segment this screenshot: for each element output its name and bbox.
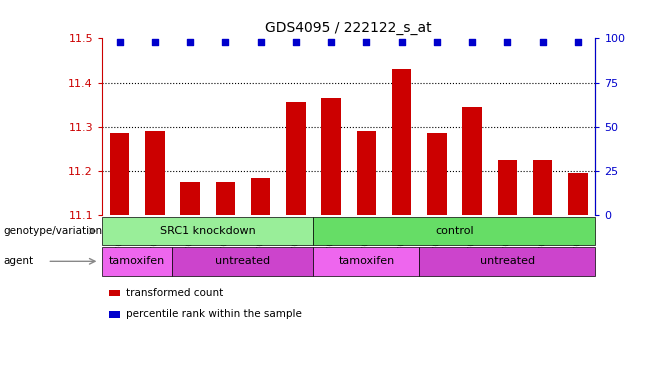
Bar bbox=[497, 160, 517, 215]
Bar bbox=[533, 160, 552, 215]
Bar bbox=[357, 131, 376, 215]
Bar bbox=[286, 103, 305, 215]
Text: genotype/variation: genotype/variation bbox=[3, 226, 103, 236]
Bar bbox=[568, 173, 588, 215]
Text: control: control bbox=[435, 226, 474, 236]
Bar bbox=[216, 182, 235, 215]
Bar bbox=[321, 98, 341, 215]
Text: tamoxifen: tamoxifen bbox=[338, 256, 395, 266]
Point bbox=[185, 39, 195, 45]
Title: GDS4095 / 222122_s_at: GDS4095 / 222122_s_at bbox=[265, 21, 432, 35]
Point bbox=[361, 39, 372, 45]
Point bbox=[114, 39, 125, 45]
Point bbox=[538, 39, 548, 45]
Text: transformed count: transformed count bbox=[126, 288, 223, 298]
Bar bbox=[180, 182, 200, 215]
Bar bbox=[427, 133, 447, 215]
Point bbox=[326, 39, 336, 45]
Text: untreated: untreated bbox=[215, 256, 270, 266]
Text: tamoxifen: tamoxifen bbox=[109, 256, 165, 266]
Point bbox=[291, 39, 301, 45]
Point bbox=[396, 39, 407, 45]
Point bbox=[572, 39, 583, 45]
Bar bbox=[145, 131, 164, 215]
Text: agent: agent bbox=[3, 256, 34, 266]
Bar bbox=[463, 107, 482, 215]
Bar bbox=[392, 70, 411, 215]
Point bbox=[220, 39, 231, 45]
Point bbox=[432, 39, 442, 45]
Bar bbox=[110, 133, 130, 215]
Point bbox=[502, 39, 513, 45]
Point bbox=[255, 39, 266, 45]
Bar bbox=[251, 177, 270, 215]
Text: percentile rank within the sample: percentile rank within the sample bbox=[126, 309, 301, 319]
Point bbox=[149, 39, 160, 45]
Point bbox=[467, 39, 478, 45]
Text: SRC1 knockdown: SRC1 knockdown bbox=[160, 226, 255, 236]
Text: untreated: untreated bbox=[480, 256, 535, 266]
